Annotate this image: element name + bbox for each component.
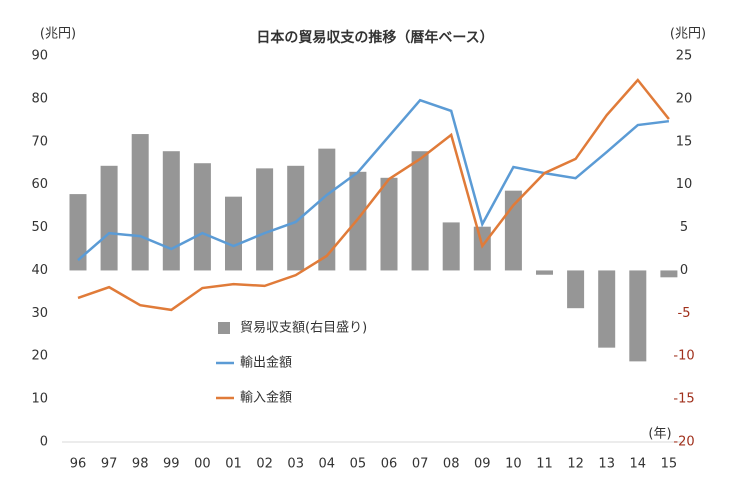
x-tick-label: 14 [630, 457, 647, 472]
bar [162, 151, 180, 271]
y-tick-label: 10 [31, 392, 48, 407]
y2-tick-label: -5 [678, 306, 691, 321]
legend-label: 貿易収支額(右目盛り) [240, 321, 367, 336]
x-tick-label: 97 [101, 457, 118, 472]
bar [225, 196, 242, 271]
x-tick-label: 12 [567, 457, 584, 472]
bar [598, 270, 616, 348]
bar [442, 222, 460, 271]
line [77, 98, 670, 262]
x-tick-label: 09 [474, 457, 491, 472]
bar [100, 165, 118, 271]
x-tick-label: 04 [319, 457, 336, 472]
bar [69, 194, 87, 271]
y-tick-label: 70 [31, 134, 48, 149]
y-tick-label: 60 [31, 177, 48, 192]
x-tick-label: 98 [132, 457, 149, 472]
bar [473, 226, 491, 271]
x-tick-label: 99 [163, 457, 180, 472]
y2-tick-label: -20 [673, 435, 694, 450]
y-tick-label: 50 [31, 220, 48, 235]
x-tick-label: 00 [194, 457, 211, 472]
bar [256, 168, 274, 271]
chart-title: 日本の貿易収支の推移（暦年ベース） [256, 29, 493, 46]
bar [131, 134, 149, 271]
y2-unit: (兆円) [670, 27, 706, 42]
x-tick-label: 13 [598, 457, 615, 472]
y-tick-label: 90 [31, 49, 48, 64]
x-unit: (年) [648, 427, 671, 442]
y2-tick-label: -10 [673, 349, 694, 364]
x-tick-label: 10 [505, 457, 522, 472]
y-tick-label: 0 [40, 435, 48, 450]
bar [318, 148, 336, 271]
bar [567, 270, 585, 309]
bar [660, 270, 678, 278]
x-tick-label: 11 [536, 457, 553, 472]
y2-tick-label: 25 [676, 49, 693, 64]
x-tick-label: 05 [350, 457, 367, 472]
bar [287, 165, 305, 271]
x-tick-label: 15 [661, 457, 678, 472]
bar [536, 270, 553, 275]
y-tick-label: 20 [31, 349, 48, 364]
bar [349, 171, 367, 271]
y2-tick-label: -15 [673, 392, 694, 407]
y2-tick-label: 15 [676, 134, 693, 149]
x-tick-label: 06 [381, 457, 398, 472]
y-tick-label: 30 [31, 306, 48, 321]
x-tick-label: 02 [256, 457, 273, 472]
legend-label: 輸入金額 [240, 390, 292, 406]
legend-label: 輸出金額 [240, 355, 292, 371]
bar [193, 163, 211, 271]
y2-tick-label: 10 [676, 177, 693, 192]
bar [411, 151, 429, 271]
y-tick-label: 80 [31, 91, 48, 106]
legend-marker [218, 322, 230, 334]
y2-tick-label: 0 [680, 263, 688, 278]
bar [380, 177, 398, 271]
y-tick-label: 40 [31, 263, 48, 278]
y-unit: (兆円) [40, 27, 76, 42]
x-tick-label: 08 [443, 457, 460, 472]
line [77, 78, 670, 312]
x-tick-label: 07 [412, 457, 429, 472]
bar [504, 190, 522, 271]
x-tick-label: 01 [225, 457, 242, 472]
bar [629, 270, 647, 362]
y2-tick-label: 20 [676, 91, 693, 106]
x-tick-label: 03 [287, 457, 304, 472]
x-tick-label: 96 [70, 457, 87, 472]
y2-tick-label: 5 [680, 220, 688, 235]
